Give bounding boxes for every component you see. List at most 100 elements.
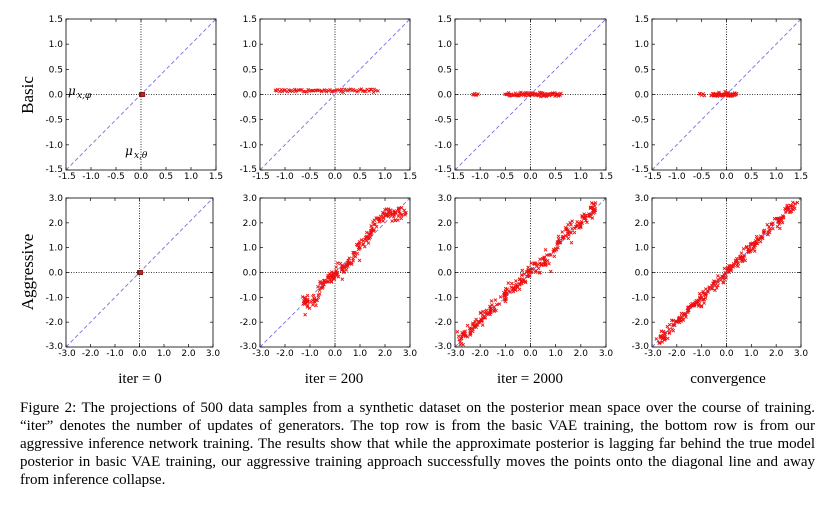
x-tick-label: 1.0	[353, 349, 368, 359]
y-tick-label: -1.0	[45, 293, 63, 303]
data-point	[573, 224, 578, 229]
data-point	[774, 216, 779, 221]
data-point	[686, 310, 690, 315]
y-tick-label: -3.0	[631, 342, 649, 352]
data-point	[480, 323, 485, 327]
x-tick-label: -1.0	[497, 349, 515, 359]
y-tick-label: -1.0	[631, 293, 649, 303]
data-point	[329, 273, 333, 278]
data-point	[369, 224, 373, 228]
x-tick-label: 0.0	[523, 349, 538, 359]
y-tick-label: 0.0	[635, 269, 650, 279]
data-point	[520, 268, 525, 273]
data-point	[570, 226, 574, 231]
scatter-panel-aggressive-4: -3.0 -2.0 -1.0 0.0 1.0 2.0 3.0 -3.0 -2.0 -1.0 0.0 1…	[45, 194, 220, 359]
data-point	[569, 222, 573, 227]
data-point	[517, 282, 522, 287]
y-tick-label: 3.0	[243, 194, 258, 204]
data-point	[548, 269, 553, 274]
x-tick-label: -1.0	[106, 349, 124, 359]
data-point	[679, 319, 683, 323]
data-point	[786, 206, 791, 210]
data-point	[336, 274, 341, 279]
data-point	[777, 222, 782, 226]
data-point	[378, 214, 383, 219]
x-tick-label: 0.5	[159, 172, 173, 182]
data-point	[754, 234, 759, 239]
data-point	[539, 263, 544, 267]
data-point	[359, 87, 364, 91]
data-point	[555, 240, 560, 244]
data-point	[690, 304, 695, 308]
y-tick-label: -2.0	[239, 318, 257, 328]
data-point	[728, 267, 733, 272]
column-label-iter-200: iter = 200	[305, 371, 363, 387]
data-point	[727, 270, 731, 274]
data-point	[324, 89, 329, 94]
data-point	[305, 293, 310, 298]
data-point	[676, 318, 681, 323]
data-point	[533, 261, 538, 266]
data-point	[533, 270, 538, 274]
data-point	[544, 262, 548, 267]
column-label-iter-0: iter = 0	[118, 371, 161, 387]
x-tick-label: 1.0	[744, 349, 759, 359]
y-tick-label: -2.0	[434, 318, 452, 328]
data-point	[338, 89, 343, 94]
data-point	[713, 288, 717, 293]
data-point	[140, 92, 145, 97]
y-tick-label: 0.5	[438, 65, 452, 75]
data-point	[386, 207, 391, 211]
x-tick-label: -0.5	[693, 172, 711, 182]
data-point	[312, 297, 316, 302]
data-point	[712, 280, 717, 284]
data-point	[463, 329, 468, 334]
data-point	[526, 274, 531, 278]
data-point	[461, 342, 465, 347]
data-point	[758, 234, 763, 238]
data-point	[781, 214, 786, 219]
x-tick-label: 1.5	[599, 172, 613, 182]
data-point	[578, 225, 583, 229]
data-point	[351, 258, 355, 263]
data-point	[552, 254, 557, 259]
data-point	[519, 273, 524, 278]
data-point	[364, 230, 369, 235]
data-point	[536, 93, 541, 98]
data-point	[455, 329, 460, 334]
data-point	[325, 280, 330, 284]
y-tick-label: 1.0	[438, 40, 453, 50]
data-point	[393, 210, 398, 214]
y-tick-label: -1.0	[631, 141, 649, 151]
x-tick-label: -3.0	[644, 349, 662, 359]
data-point	[138, 270, 144, 275]
data-point	[682, 312, 687, 316]
data-point	[340, 87, 344, 92]
y-tick-label: 1.0	[635, 244, 650, 254]
y-tick-label: 0.0	[49, 91, 64, 101]
data-point	[565, 231, 570, 236]
data-point	[347, 256, 352, 260]
y-tick-label: 1.0	[49, 244, 64, 254]
data-point	[734, 91, 739, 96]
x-tick-label: -1.0	[82, 172, 100, 182]
x-tick-label: 3.0	[206, 349, 221, 359]
data-point	[384, 213, 388, 218]
figure-caption: Figure 2: The projections of 500 data sa…	[20, 400, 815, 488]
x-tick-label: 0.0	[132, 349, 147, 359]
y-tick-label: -1.0	[239, 141, 257, 151]
data-point	[785, 203, 790, 208]
data-point	[507, 289, 511, 293]
data-point	[583, 213, 587, 218]
annotation-mu-phi: μ	[68, 84, 76, 98]
data-point	[386, 214, 391, 219]
data-point	[722, 266, 727, 271]
data-point	[393, 218, 397, 223]
data-point	[572, 226, 577, 231]
x-tick-label: 2.0	[769, 349, 784, 359]
data-point	[338, 261, 343, 266]
data-point	[473, 323, 477, 327]
data-point	[538, 257, 542, 262]
x-tick-label: 0.0	[328, 349, 343, 359]
data-point	[517, 282, 522, 286]
